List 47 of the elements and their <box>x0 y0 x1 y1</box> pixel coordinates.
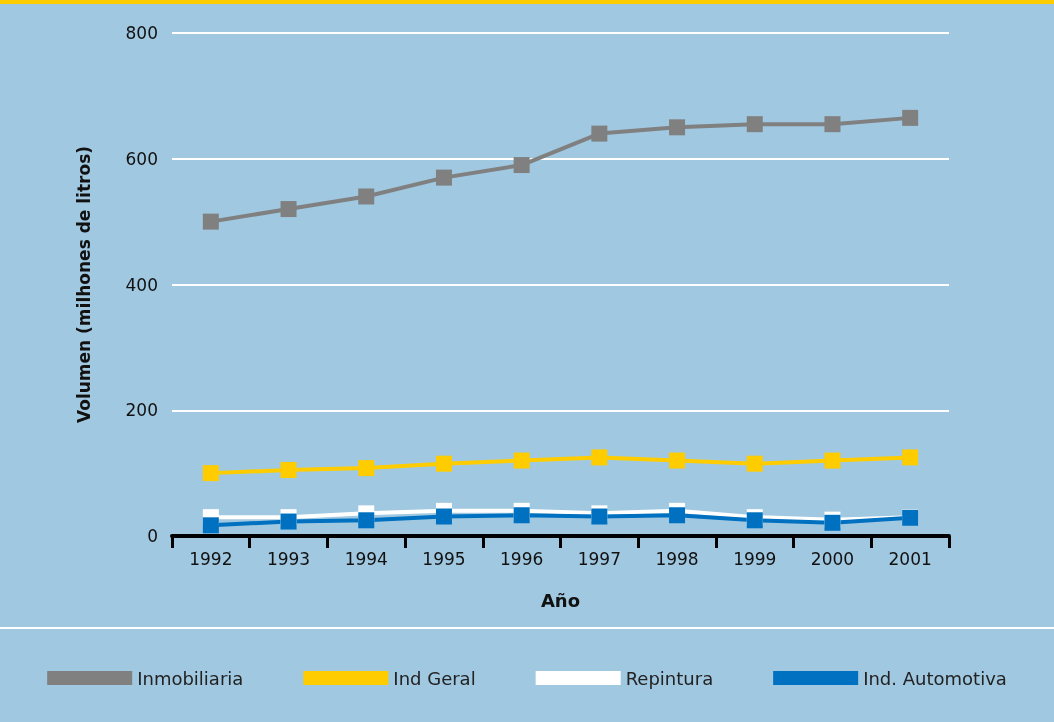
point <box>824 452 841 469</box>
point <box>358 188 375 205</box>
point <box>280 201 297 218</box>
point <box>280 461 297 478</box>
point <box>669 452 686 469</box>
point <box>824 116 841 133</box>
point <box>513 452 530 469</box>
x-tick-label: 1997 <box>577 548 621 569</box>
point <box>435 508 452 525</box>
point <box>435 169 452 186</box>
y-tick-label: 600 <box>125 148 158 169</box>
point <box>435 455 452 472</box>
x-tick-label: 1998 <box>655 548 699 569</box>
point <box>202 465 219 482</box>
point <box>358 512 375 529</box>
x-tick-label: 2001 <box>888 548 932 569</box>
point <box>280 513 297 530</box>
point <box>513 157 530 174</box>
x-axis-title: Año <box>540 589 581 611</box>
point <box>202 517 219 534</box>
legend-label: Ind. Automotiva <box>863 667 1007 689</box>
x-tick-label: 1995 <box>422 548 466 569</box>
point <box>202 213 219 230</box>
legend-label: Repintura <box>625 667 714 689</box>
point <box>902 109 919 126</box>
point <box>591 125 608 142</box>
point <box>902 449 919 466</box>
point <box>669 507 686 524</box>
point <box>513 507 530 524</box>
legend-label: Inmobiliaria <box>137 667 244 689</box>
x-tick-label: 1994 <box>344 548 388 569</box>
y-tick-label: 400 <box>125 274 158 295</box>
y-axis-title: Volumen (milhones de litros) <box>73 145 94 424</box>
x-tick-label: 1996 <box>500 548 544 569</box>
legend-label: Ind Geral <box>393 667 476 689</box>
point <box>746 116 763 133</box>
x-tick-label: 1999 <box>733 548 777 569</box>
x-tick-label: 2000 <box>810 548 855 569</box>
point <box>669 119 686 136</box>
point <box>591 449 608 466</box>
x-tick-label: 1992 <box>189 548 233 569</box>
point <box>358 460 375 477</box>
point <box>746 455 763 472</box>
y-tick-label: 800 <box>125 23 158 43</box>
y-tick-label: 200 <box>125 400 158 421</box>
x-tick-label: 1993 <box>266 548 311 569</box>
y-tick-label: 0 <box>147 526 158 546</box>
